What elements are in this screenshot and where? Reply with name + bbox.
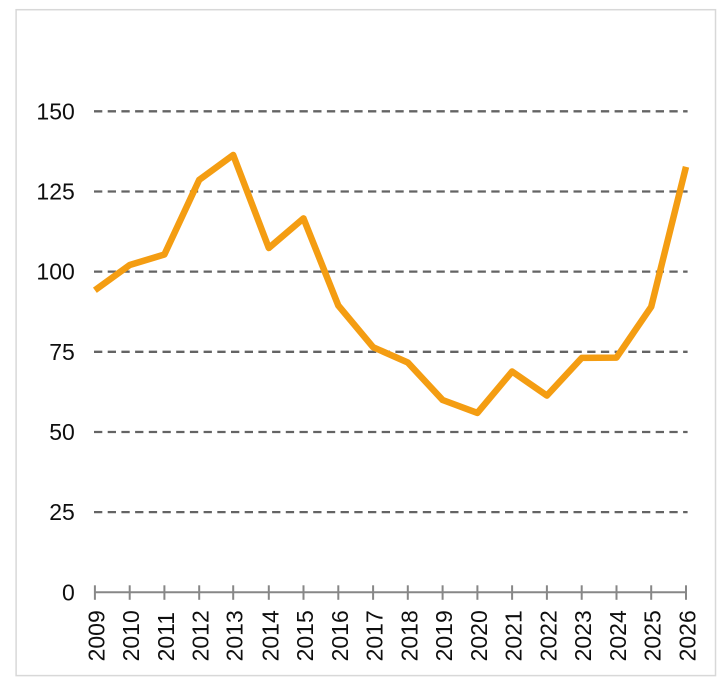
svg-text:2024: 2024 xyxy=(605,610,631,661)
svg-text:2015: 2015 xyxy=(292,610,318,661)
svg-text:150: 150 xyxy=(36,98,74,124)
svg-text:2025: 2025 xyxy=(640,610,666,661)
svg-text:2019: 2019 xyxy=(431,610,457,661)
svg-text:2009: 2009 xyxy=(83,610,109,661)
svg-text:2013: 2013 xyxy=(222,610,248,661)
svg-text:2023: 2023 xyxy=(570,610,596,661)
svg-text:2012: 2012 xyxy=(188,610,214,661)
svg-text:2016: 2016 xyxy=(327,610,353,661)
svg-text:2026: 2026 xyxy=(675,610,701,661)
svg-text:25: 25 xyxy=(49,499,75,525)
svg-text:2018: 2018 xyxy=(396,610,422,661)
svg-text:2010: 2010 xyxy=(118,610,144,661)
svg-text:2022: 2022 xyxy=(535,610,561,661)
svg-text:2011: 2011 xyxy=(153,612,179,661)
svg-text:75: 75 xyxy=(49,339,75,365)
svg-text:100: 100 xyxy=(36,259,74,285)
svg-text:0: 0 xyxy=(62,579,75,605)
svg-text:50: 50 xyxy=(49,419,75,445)
svg-text:2017: 2017 xyxy=(362,610,388,661)
svg-text:2021: 2021 xyxy=(501,610,527,661)
svg-text:2014: 2014 xyxy=(257,610,283,661)
svg-text:2020: 2020 xyxy=(466,610,492,661)
svg-text:125: 125 xyxy=(36,179,74,205)
